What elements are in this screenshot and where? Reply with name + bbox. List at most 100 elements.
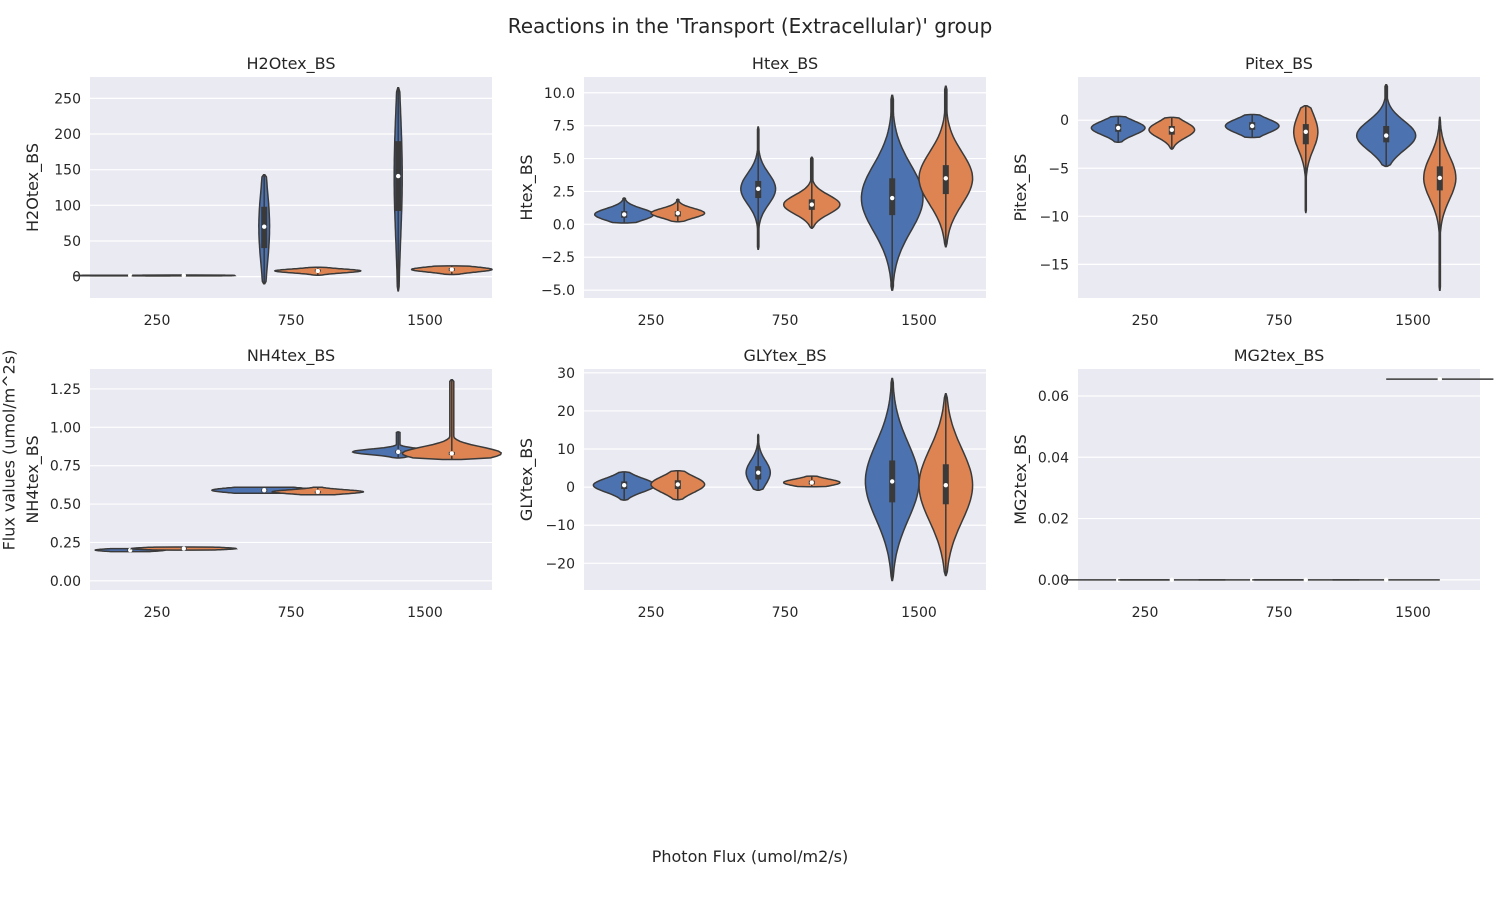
y-tick-label: 1.00 [50,420,81,436]
y-tick-label: −10 [1039,209,1069,225]
x-tick-label: 250 [638,605,665,621]
median-marker [890,479,895,484]
y-axis-label: GLYtex_BS [517,438,537,521]
subplot-title: Pitex_BS [1245,54,1313,74]
y-tick-label: 0.0 [553,217,575,233]
subplot-3: −15 −10 −5 0 250 750 1500 Pitex_BS Pitex_BS [1011,54,1480,329]
subplot-5: −20 −10 0 10 20 30 250 750 1500 GLYtex_BS GLYtex_B… [517,346,986,621]
y-tick-label: 30 [557,366,575,382]
median-marker [262,488,267,493]
figure-y-label: Flux values (umol/m^2s) [0,349,19,551]
y-tick-label: 1.25 [50,382,81,398]
subplot-1: 0 50 100 150 200 250 250 750 1500 H2Otex_BS H2Otex… [23,54,493,329]
x-tick-label: 750 [278,313,305,329]
median-marker [890,195,895,201]
subplot-title: Htex_BS [752,54,818,74]
median-marker [1169,577,1175,583]
figure-title: Reactions in the 'Transport (Extracellul… [507,14,993,38]
y-axis-label: H2Otex_BS [23,143,43,232]
median-marker [449,267,454,272]
y-tick-label: 20 [557,404,575,420]
median-marker [1303,129,1309,134]
x-tick-label: 250 [1132,313,1159,329]
median-marker [181,546,186,551]
x-tick-label: 750 [1266,605,1293,621]
median-marker [622,212,627,217]
y-tick-label: 0 [566,480,575,496]
median-marker [1437,376,1443,382]
median-marker [622,483,627,488]
y-tick-label: 0.00 [1038,573,1069,589]
median-marker [315,489,320,494]
y-axis-label: Pitex_BS [1011,154,1031,222]
median-marker [396,173,401,179]
plot-background [90,77,492,298]
median-marker [1437,175,1443,181]
x-tick-label: 1500 [1395,605,1431,621]
x-tick-label: 1500 [901,605,937,621]
y-tick-label: 100 [54,198,81,214]
y-tick-label: 7.5 [553,119,575,135]
y-tick-label: 0.75 [50,459,81,475]
subplot-6: 0.00 0.02 0.04 0.06 250 750 1500 MG2tex_BS MG2te… [1011,346,1494,621]
y-tick-label: 2.5 [553,184,575,200]
y-axis-label: NH4tex_BS [23,435,43,523]
y-tick-label: −20 [545,556,575,572]
x-tick-label: 250 [638,313,665,329]
subplot-title: NH4tex_BS [247,346,335,366]
y-axis-label: Htex_BS [517,154,537,220]
x-tick-label: 1500 [1395,313,1431,329]
subplot-2: −5.0 −2.5 0.0 2.5 5.0 7.5 10.0 250 750 1500 Htex_B… [517,54,986,329]
median-marker [1250,123,1255,129]
plot-background [1078,77,1480,298]
median-marker [1303,577,1309,583]
y-tick-label: 0.04 [1038,450,1069,466]
figure-x-label: Photon Flux (umol/m2/s) [651,847,849,866]
y-tick-label: 250 [54,91,81,107]
x-tick-label: 750 [772,313,799,329]
median-marker [1116,125,1121,131]
x-tick-label: 750 [278,605,305,621]
y-tick-label: 0.25 [50,535,81,551]
subplot-4: 0.00 0.25 0.50 0.75 1.00 1.25 250 750 1500 NH4tex… [23,346,503,621]
median-marker [756,186,761,192]
y-tick-label: 0 [72,270,81,286]
x-tick-label: 1500 [901,313,937,329]
y-tick-label: 5.0 [553,152,575,168]
y-tick-label: 0.02 [1038,512,1069,528]
y-axis-label: MG2tex_BS [1011,434,1031,525]
median-marker [396,449,401,455]
subplot-title: H2Otex_BS [247,54,336,74]
x-tick-label: 750 [1266,313,1293,329]
median-marker [943,176,948,181]
y-tick-label: 0.50 [50,497,81,513]
y-tick-label: 150 [54,163,81,179]
y-tick-label: 50 [63,234,81,250]
median-marker [943,483,948,488]
subplot-title: MG2tex_BS [1234,346,1325,366]
y-tick-label: −15 [1039,257,1069,273]
median-marker [1169,127,1175,133]
plot-background [90,369,492,590]
y-tick-label: −2.5 [541,250,575,266]
median-marker [1384,133,1389,138]
y-tick-label: 0.06 [1038,389,1069,405]
x-tick-label: 1500 [407,313,443,329]
plot-background [1078,369,1480,590]
iqr-box [1302,124,1309,145]
y-tick-label: −5 [1048,161,1069,177]
y-tick-label: 0.00 [50,574,81,590]
median-marker [675,210,680,216]
y-tick-label: −10 [545,518,575,534]
x-tick-label: 750 [772,605,799,621]
median-marker [675,482,680,487]
median-marker [449,451,454,456]
median-marker [1384,577,1389,583]
x-tick-label: 250 [144,605,171,621]
y-tick-label: 200 [54,127,81,143]
median-marker [809,480,814,485]
subplot-title: GLYtex_BS [743,346,826,366]
y-tick-label: 10.0 [544,86,575,102]
median-marker [181,273,186,278]
